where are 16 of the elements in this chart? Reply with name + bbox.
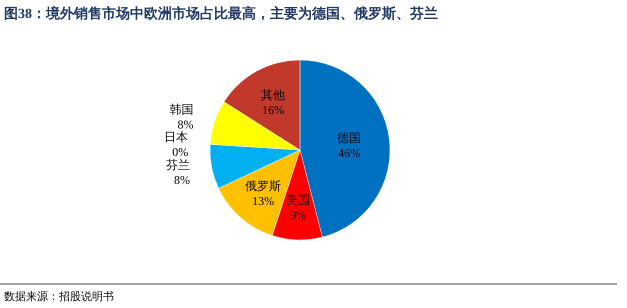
slice-label: 美国: [286, 192, 310, 207]
category-label: 日本: [164, 130, 188, 144]
slice-label: 韩国: [169, 102, 194, 116]
text: 0%: [172, 144, 188, 159]
slice-label: 芬兰: [166, 158, 190, 172]
data-label: 16%: [262, 103, 284, 118]
slice-label: 俄罗斯: [245, 178, 282, 193]
data-label: 8%: [177, 117, 194, 132]
source-note: 数据来源：招股说明书: [4, 290, 114, 303]
data-label: 46%: [338, 146, 360, 160]
data-label: 13%: [252, 194, 274, 208]
slice-label: 其他: [261, 88, 286, 102]
chart-title: 图38：境外销售市场中欧洲市场占比最高，主要为德国、俄罗斯、芬兰: [4, 5, 438, 22]
slice-label: 德国: [337, 130, 362, 145]
data-label: 8%: [174, 172, 190, 187]
data-label: 9%: [290, 208, 306, 222]
